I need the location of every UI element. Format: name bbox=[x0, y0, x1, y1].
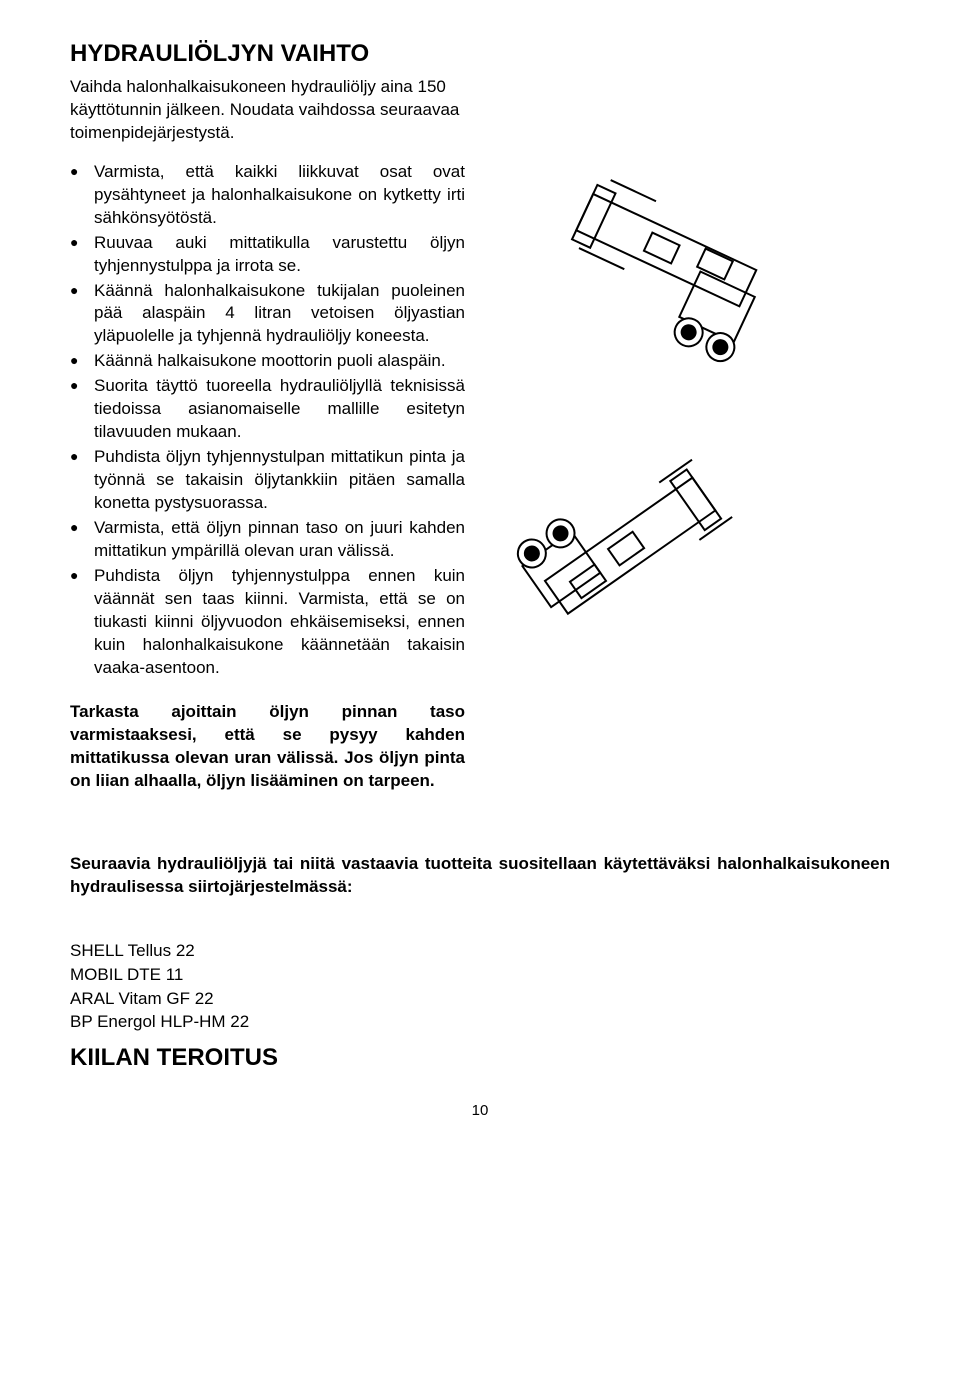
oil-item: BP Energol HLP-HM 22 bbox=[70, 1010, 890, 1034]
list-item: Käännä halkaisukone moottorin puoli alas… bbox=[70, 350, 465, 373]
section-heading-wedge: KIILAN TEROITUS bbox=[70, 1044, 890, 1072]
list-item: Ruuvaa auki mittatikulla varustettu öljy… bbox=[70, 232, 465, 278]
list-item: Suorita täyttö tuoreella hydrauliöljyllä… bbox=[70, 375, 465, 444]
page-number: 10 bbox=[70, 1102, 890, 1119]
intro-paragraph: Vaihda halonhalkaisukoneen hydrauliöljy … bbox=[70, 76, 480, 145]
list-item: Varmista, että kaikki liikkuvat osat ova… bbox=[70, 161, 465, 230]
left-column: Varmista, että kaikki liikkuvat osat ova… bbox=[70, 161, 465, 793]
page-heading: HYDRAULIÖLJYN VAIHTO bbox=[70, 40, 890, 68]
oil-item: ARAL Vitam GF 22 bbox=[70, 987, 890, 1011]
check-oil-paragraph: Tarkasta ajoittain öljyn pinnan taso var… bbox=[70, 701, 465, 793]
oil-list: SHELL Tellus 22 MOBIL DTE 11 ARAL Vitam … bbox=[70, 939, 890, 1034]
right-column bbox=[495, 161, 890, 661]
illustration-splitter-down-icon bbox=[495, 161, 785, 381]
two-column-layout: Varmista, että kaikki liikkuvat osat ova… bbox=[70, 161, 890, 793]
recommended-oils-intro: Seuraavia hydrauliöljyjä tai niitä vasta… bbox=[70, 853, 890, 899]
illustration-splitter-up-icon bbox=[495, 441, 785, 661]
list-item: Käännä halonhalkaisukone tukijalan puole… bbox=[70, 280, 465, 349]
oil-item: MOBIL DTE 11 bbox=[70, 963, 890, 987]
list-item: Puhdista öljyn tyhjennystulpan mittatiku… bbox=[70, 446, 465, 515]
list-item: Varmista, että öljyn pinnan taso on juur… bbox=[70, 517, 465, 563]
list-item: Puhdista öljyn tyhjennystulppa ennen kui… bbox=[70, 565, 465, 680]
oil-item: SHELL Tellus 22 bbox=[70, 939, 890, 963]
instruction-list: Varmista, että kaikki liikkuvat osat ova… bbox=[70, 161, 465, 680]
